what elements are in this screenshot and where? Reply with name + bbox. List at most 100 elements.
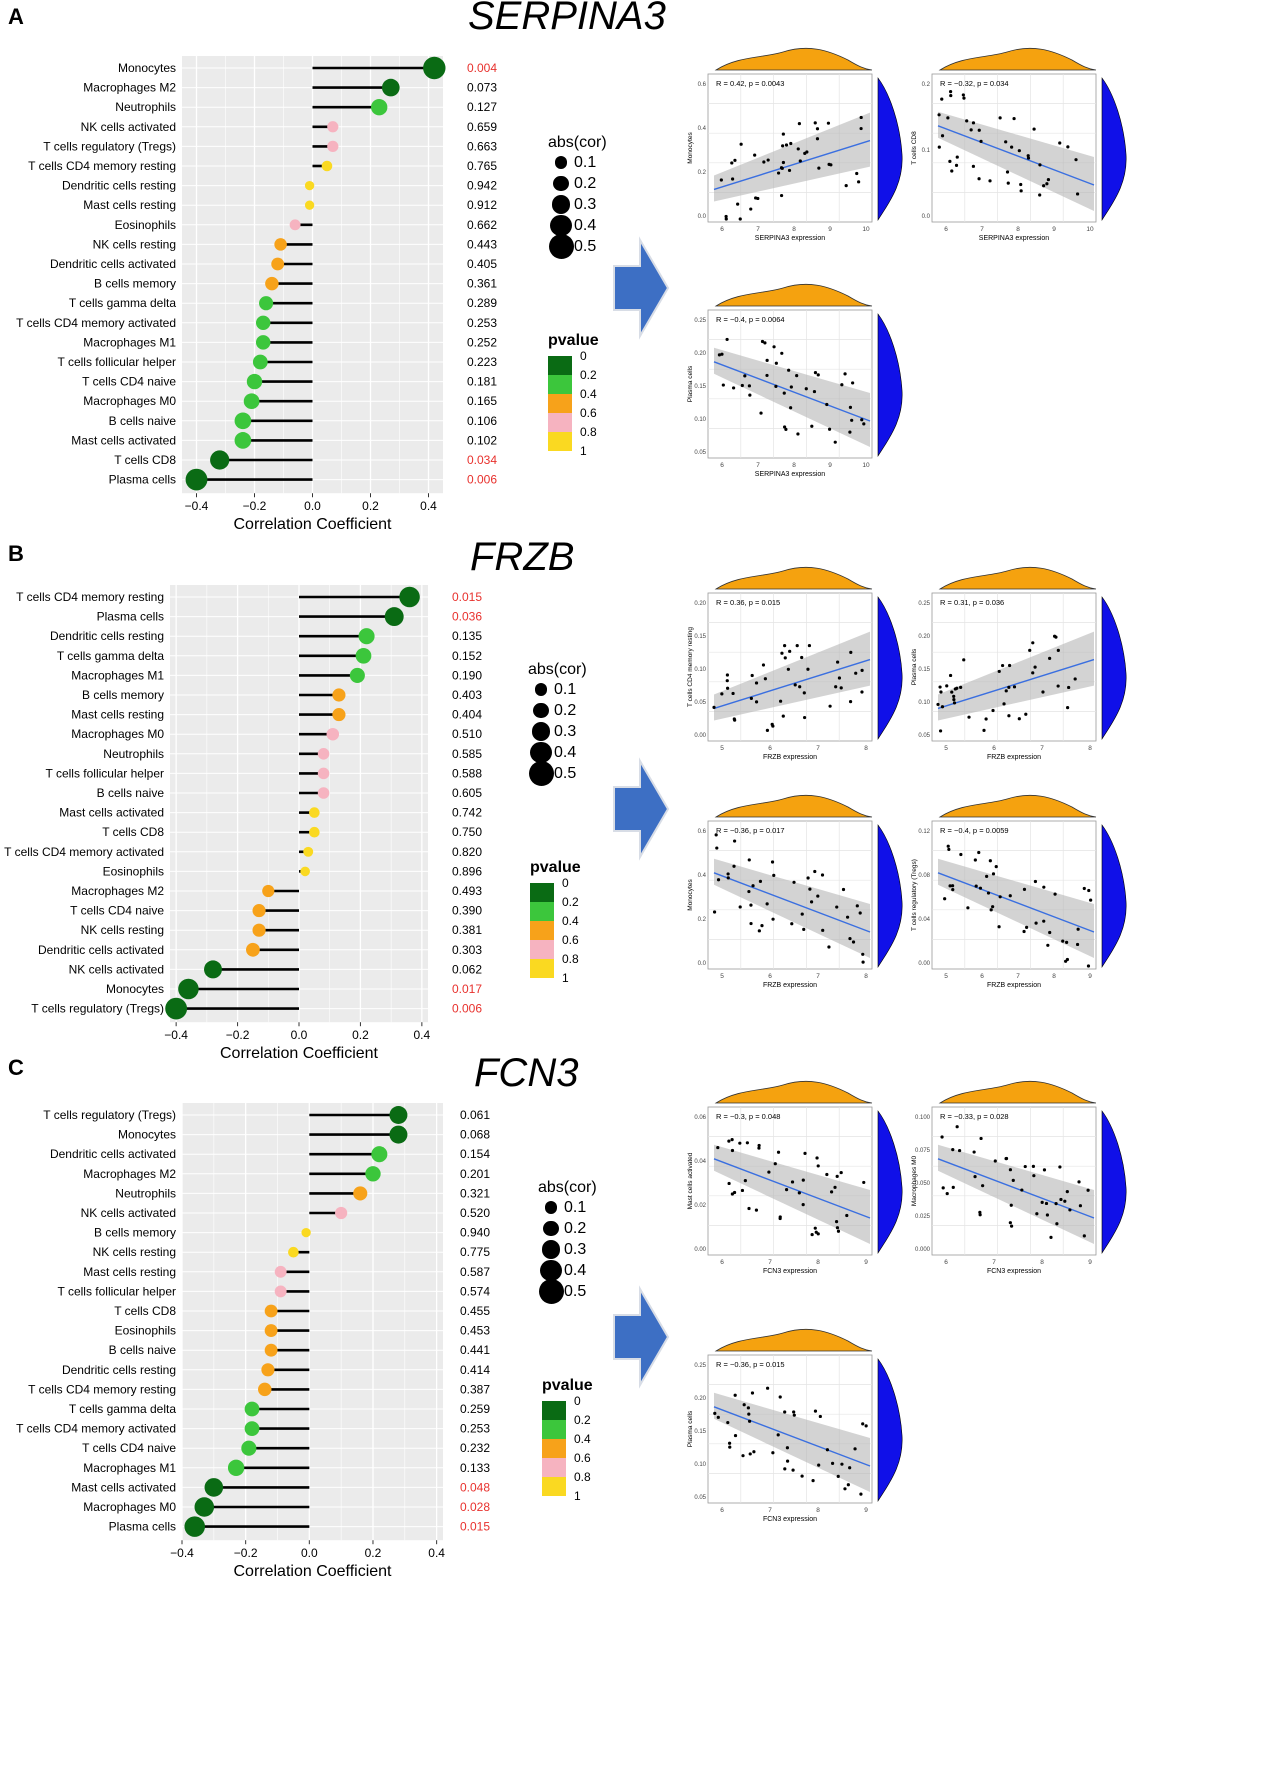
y-tick-label: 0.0 [698,214,707,220]
scatter-point [938,729,943,733]
scatter-point [809,900,814,904]
scatter-point [839,686,843,690]
scatter-point [952,701,957,705]
x-marginal-density [714,794,873,818]
scatter-point [1023,1164,1027,1169]
lollipop-dot [371,99,388,116]
pvalue-legend-label: 0 [574,1394,581,1408]
scatter-point [790,922,794,926]
x-tick-label: 0.2 [365,1546,382,1560]
x-tick-label: 9 [864,1259,868,1266]
scatter-plot: R = −0.33, p = 0.028 6 7 8 9 0.000 0.025 0.050 0… [911,1080,1127,1275]
scatter-point [816,373,820,377]
lollipop-dot [255,315,271,331]
gene-title: FRZB [470,535,575,579]
row-label: T cells regulatory (Tregs) [43,1108,176,1122]
scatter-point [726,876,730,880]
scatter-point [813,1409,818,1413]
correlation-stat: R = 0.36, p = 0.015 [716,598,780,607]
pvalue-legend-title: pvalue [530,859,581,876]
scatter-point [798,685,802,689]
pvalue-label: 0.662 [467,218,497,232]
x-tick-label: 8 [864,973,868,980]
y-tick-label: 0.6 [698,82,707,88]
y-marginal-density [877,1110,903,1255]
panel-letter: C [8,1055,24,1080]
scatter-point [977,128,981,132]
scatter-point [825,1172,829,1177]
scatter-point [998,116,1002,120]
regression-line [713,872,871,933]
scatter-point [730,1138,734,1142]
pvalue-swatch [530,902,554,921]
size-legend-cell [528,722,554,741]
scatter-point [835,1174,839,1178]
y-marginal-density [1101,77,1127,222]
row-label: T cells gamma delta [69,296,176,310]
pvalue-label: 0.004 [467,61,497,75]
scatter-point [730,161,734,165]
scatter-point [765,358,769,362]
pvalue-label: 0.017 [452,982,482,996]
scatter-point [1087,888,1091,893]
scatter-point [743,374,747,378]
scatter-point [733,158,737,162]
lollipop-dot [317,767,330,780]
pvalue-label: 0.942 [467,179,497,193]
scatter-point [742,1403,746,1407]
scatter-point [969,128,973,132]
scatter-point [971,121,976,125]
row-label: Macrophages M1 [71,668,164,682]
confidence-band [938,631,1094,721]
scatter-point [816,1232,820,1236]
x-tick-label: 8 [816,1507,820,1514]
scatter-point [949,93,953,98]
scatter-point [812,389,817,394]
pvalue-label: 0.061 [460,1108,490,1122]
scatter-point [784,143,789,147]
scatter-point [715,846,719,850]
row-label: B cells memory [94,277,176,291]
pvalue-legend-label: 0.2 [574,1413,591,1427]
regression-line [937,125,1095,186]
scatter-point [1042,885,1046,889]
scatter-point [818,1414,822,1419]
y-tick-label: 0.00 [694,733,706,739]
panel-c: C FCN3 T cells regulatory (Tregs) 0.061 Mo… [0,1051,1278,1772]
lollipop-dot [261,1363,275,1377]
row-label: Mast cells activated [59,806,164,820]
x-tick-label: 7 [768,1259,772,1266]
scatter-point [946,116,950,120]
x-marginal-density [714,283,873,307]
scatter-point [1061,939,1065,943]
gene-title: SERPINA3 [468,0,666,38]
scatter-point [1042,1168,1047,1172]
size-legend-item: 0.4 [528,741,587,764]
scatter-point [801,1203,805,1207]
y-tick-label: 0.2 [922,82,931,88]
scatter-point [1004,140,1008,144]
size-legend-label: 0.5 [574,237,597,255]
x-axis-label: FRZB expression [763,982,817,989]
scatter-point [779,166,784,170]
size-legend-dot [543,1220,559,1237]
x-axis-label: Correlation Coefficient [220,1045,379,1059]
x-tick-label: 7 [756,462,760,469]
abs-cor-legend-title: abs(cor) [528,661,587,678]
y-tick-label: 0.06 [694,1115,706,1121]
scatter-point [792,880,796,884]
scatter-point [829,1190,834,1194]
y-axis-label: Plasma cells [911,648,918,685]
scatter-point [1055,1222,1059,1226]
y-axis-label: T cells CD4 memory resting [687,627,694,707]
correlation-stat: R = −0.36, p = 0.015 [716,1360,785,1369]
y-marginal-density [877,596,903,741]
row-label: Plasma cells [109,1520,176,1534]
lollipop-dot [332,708,346,722]
scatter-point [859,1492,863,1496]
size-legend-label: 0.1 [554,680,577,698]
x-tick-label: 5 [944,745,948,752]
size-legend-label: 0.4 [554,743,577,761]
scatter-point [1035,1212,1039,1216]
x-axis-label: FCN3 expression [763,1268,817,1275]
